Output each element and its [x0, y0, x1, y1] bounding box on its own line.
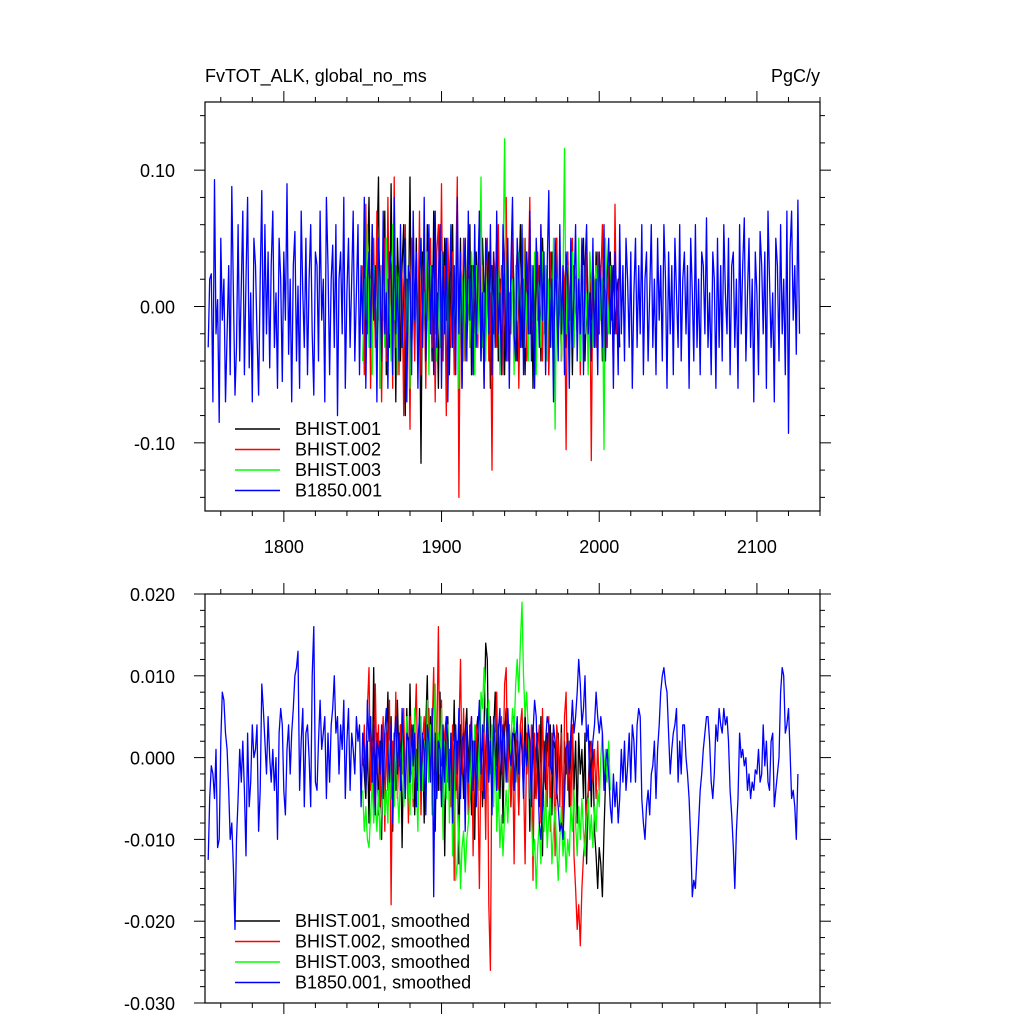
y-tick-label: -0.030 — [124, 994, 175, 1014]
x-tick-label: 1800 — [264, 537, 304, 557]
y-tick-label: -0.010 — [124, 830, 175, 850]
top-panel-units: PgC/y — [771, 66, 820, 86]
series-line-4 — [207, 626, 799, 931]
legend-label: BHIST.003 — [295, 460, 381, 480]
y-tick-label: 0.000 — [130, 749, 175, 769]
x-tick-label: 1900 — [422, 537, 462, 557]
top-panel-series — [207, 138, 801, 499]
legend-label: B1850.001, smoothed — [295, 973, 471, 993]
legend-label: B1850.001 — [295, 481, 382, 501]
legend-label: BHIST.002 — [295, 440, 381, 460]
y-tick-label: 0.10 — [140, 161, 175, 181]
legend-label: BHIST.001, smoothed — [295, 911, 470, 931]
legend-label: BHIST.003, smoothed — [295, 952, 470, 972]
y-tick-label: 0.020 — [130, 585, 175, 605]
x-tick-label: 2100 — [737, 537, 777, 557]
legend-label: BHIST.001 — [295, 419, 381, 439]
top-panel-ticks: 1800 1900 2000 2100 -0.10 0.00 0.10 — [134, 91, 831, 557]
bottom-panel-series — [207, 601, 799, 971]
y-tick-label: 0.010 — [130, 667, 175, 687]
bottom-panel-frame — [204, 593, 821, 1004]
legend-label: BHIST.002, smoothed — [295, 932, 470, 952]
y-tick-label: -0.020 — [124, 912, 175, 932]
series-line-4 — [207, 179, 801, 434]
top-panel-title: FvTOT_ALK, global_no_ms — [205, 66, 427, 87]
y-tick-label: -0.10 — [134, 434, 175, 454]
y-tick-label: 0.00 — [140, 298, 175, 318]
bottom-panel: -0.030 -0.020 -0.010 0.000 0.010 0.020 BHIST.… — [124, 583, 831, 1014]
x-tick-label: 2000 — [579, 537, 619, 557]
bottom-panel-ticks: -0.030 -0.020 -0.010 0.000 0.010 0.020 — [124, 583, 831, 1014]
top-panel: FvTOT_ALK, global_no_ms PgC/y 1800 1900 20… — [134, 66, 831, 557]
